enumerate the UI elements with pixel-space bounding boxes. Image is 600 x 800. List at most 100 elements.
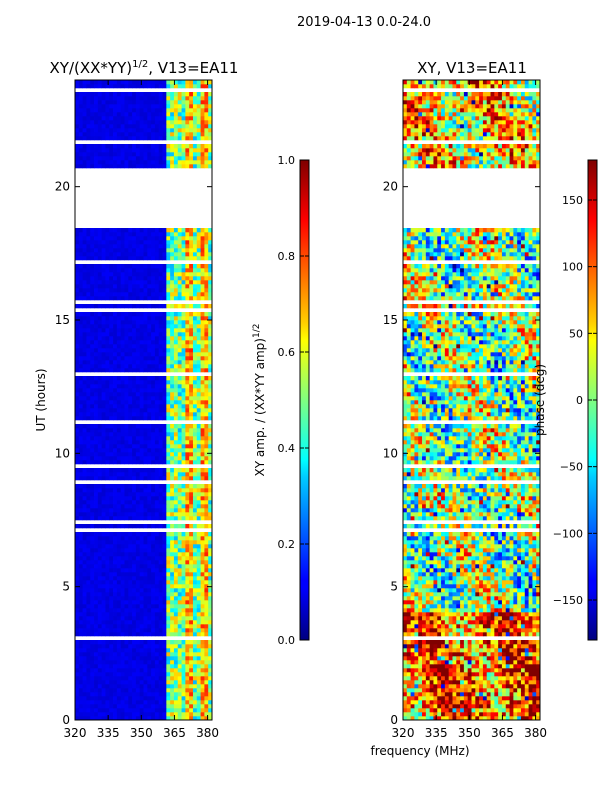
heatmap-cell: [170, 612, 175, 617]
heatmap-cell: [158, 560, 163, 565]
heatmap-cell: [113, 136, 118, 141]
heatmap-cell: [173, 232, 179, 237]
heatmap-cell: [196, 228, 201, 233]
heatmap-cell: [105, 324, 110, 329]
heatmap-cell: [185, 328, 190, 333]
heatmap-cell: [177, 484, 182, 489]
heatmap-cell: [170, 536, 175, 541]
heatmap-cell: [170, 564, 175, 569]
heatmap-cell: [116, 116, 122, 121]
heatmap-cell: [78, 700, 84, 705]
heatmap-cell: [204, 548, 209, 553]
heatmap-cell: [196, 620, 201, 625]
heatmap-cell: [94, 156, 99, 161]
heatmap-cell: [158, 588, 163, 593]
heatmap-cell: [166, 120, 171, 125]
heatmap-cell: [185, 240, 190, 245]
heatmap-cell: [204, 660, 209, 665]
heatmap-cell: [181, 416, 186, 421]
heatmap-cell: [501, 712, 507, 717]
heatmap-cell: [433, 704, 438, 709]
heatmap-cell: [97, 468, 103, 473]
heatmap-cell: [105, 560, 110, 565]
heatmap-cell: [82, 392, 87, 397]
heatmap-cell: [132, 496, 137, 501]
heatmap-cell: [147, 336, 152, 341]
heatmap-cell: [204, 596, 209, 601]
heatmap-cell: [151, 360, 156, 365]
heatmap-cell: [124, 276, 129, 281]
heatmap-cell: [154, 628, 160, 633]
heatmap-cell: [166, 456, 171, 461]
heatmap-cell: [113, 400, 118, 405]
heatmap-cell: [192, 252, 198, 257]
heatmap-cell: [208, 384, 213, 389]
heatmap-cell: [139, 328, 144, 333]
heatmap-cell: [94, 676, 99, 681]
heatmap-cell: [192, 328, 198, 333]
heatmap-cell: [158, 680, 163, 685]
heatmap-cell: [162, 456, 167, 461]
heatmap-cell: [94, 632, 99, 637]
heatmap-cell: [143, 660, 148, 665]
heatmap-cell: [135, 428, 141, 433]
heatmap-cell: [86, 276, 91, 281]
heatmap-cell: [124, 100, 129, 105]
heatmap-cell: [82, 432, 87, 437]
heatmap-cell: [403, 712, 408, 717]
heatmap-cell: [109, 112, 114, 117]
heatmap-cell: [75, 660, 80, 665]
heatmap-cell: [192, 532, 198, 537]
heatmap-cell: [173, 356, 179, 361]
heatmap-cell: [124, 572, 129, 577]
heatmap-cell: [128, 632, 133, 637]
heatmap-cell: [463, 716, 469, 721]
heatmap-cell: [196, 660, 201, 665]
heatmap-cell: [143, 412, 148, 417]
heatmap-cell: [181, 96, 186, 101]
heatmap-cell: [105, 368, 110, 373]
heatmap-cell: [208, 112, 213, 117]
heatmap-cell: [151, 80, 156, 85]
heatmap-cell: [105, 448, 110, 453]
heatmap-cell: [113, 128, 118, 133]
heatmap-cell: [490, 704, 495, 709]
heatmap-cell: [97, 228, 103, 233]
heatmap-cell: [208, 576, 213, 581]
heatmap-cell: [166, 380, 171, 385]
heatmap-cell: [200, 316, 205, 321]
heatmap-cell: [192, 276, 198, 281]
heatmap-cell: [113, 156, 118, 161]
heatmap-cell: [151, 632, 156, 637]
heatmap-cell: [200, 700, 205, 705]
heatmap-cell: [124, 256, 129, 261]
heatmap-cell: [120, 556, 125, 561]
heatmap-cell: [441, 708, 446, 713]
heatmap-cell: [173, 472, 179, 477]
heatmap-cell: [192, 540, 198, 545]
heatmap-cell: [189, 248, 194, 253]
heatmap-cell: [128, 604, 133, 609]
heatmap-cell: [124, 136, 129, 141]
heatmap-cell: [173, 344, 179, 349]
heatmap-cell: [101, 292, 106, 297]
heatmap-cell: [189, 108, 194, 113]
heatmap-cell: [185, 652, 190, 657]
heatmap-cell: [173, 272, 179, 277]
heatmap-cell: [124, 128, 129, 133]
heatmap-cell: [204, 364, 209, 369]
heatmap-cell: [75, 712, 80, 717]
heatmap-cell: [208, 632, 213, 637]
heatmap-cell: [181, 364, 186, 369]
heatmap-cell: [185, 312, 190, 317]
heatmap-cell: [181, 236, 186, 241]
heatmap-cell: [166, 280, 171, 285]
heatmap-cell: [90, 708, 95, 713]
heatmap-cell: [410, 704, 415, 709]
heatmap-cell: [181, 240, 186, 245]
heatmap-cell: [132, 524, 137, 529]
heatmap-cell: [208, 604, 213, 609]
heatmap-cell: [536, 708, 541, 713]
heatmap-cell: [97, 640, 103, 645]
heatmap-cell: [177, 700, 182, 705]
